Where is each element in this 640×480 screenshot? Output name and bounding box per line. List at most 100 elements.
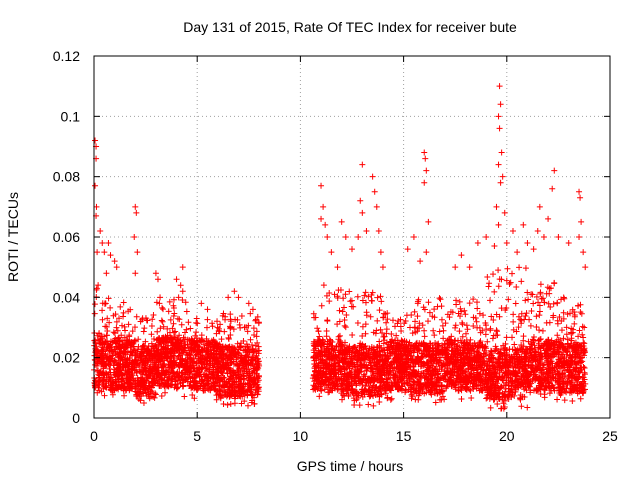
roti-point bbox=[474, 319, 480, 325]
roti-point bbox=[384, 326, 390, 332]
roti-point bbox=[149, 323, 155, 329]
roti-point bbox=[377, 307, 383, 313]
roti-point bbox=[441, 396, 447, 402]
roti-point bbox=[245, 403, 251, 409]
roti-point bbox=[491, 289, 497, 295]
roti-point bbox=[232, 400, 238, 406]
roti-point bbox=[347, 298, 353, 304]
roti-point bbox=[378, 298, 384, 304]
roti-point bbox=[509, 334, 515, 340]
roti-point bbox=[522, 297, 528, 303]
roti-point bbox=[521, 333, 527, 339]
roti-point bbox=[536, 312, 542, 318]
roti-point bbox=[324, 328, 330, 334]
roti-point bbox=[374, 318, 380, 324]
roti-point bbox=[456, 328, 462, 334]
roti-point bbox=[253, 343, 259, 349]
roti-point bbox=[383, 320, 389, 326]
roti-point bbox=[510, 319, 516, 325]
roti-point bbox=[421, 328, 427, 334]
roti-point bbox=[365, 402, 371, 408]
roti-point bbox=[199, 332, 205, 338]
roti-point bbox=[414, 313, 420, 319]
roti-point bbox=[369, 298, 375, 304]
roti-point bbox=[431, 332, 437, 338]
roti-point bbox=[183, 327, 189, 333]
roti-point bbox=[457, 299, 463, 305]
roti-point bbox=[513, 301, 519, 307]
roti-point bbox=[474, 305, 480, 311]
roti-point bbox=[117, 304, 123, 310]
roti-point bbox=[518, 278, 524, 284]
roti-point bbox=[459, 396, 465, 402]
roti-point bbox=[398, 324, 404, 330]
roti-point bbox=[528, 323, 534, 329]
roti-point bbox=[251, 332, 257, 338]
roti-point bbox=[92, 311, 98, 317]
roti-point bbox=[412, 396, 418, 402]
roti-point bbox=[193, 329, 199, 335]
roti-point bbox=[468, 395, 474, 401]
roti-point bbox=[251, 325, 257, 331]
roti-point bbox=[159, 318, 165, 324]
roti-point bbox=[378, 293, 384, 299]
roti-point bbox=[228, 401, 234, 407]
roti-point bbox=[314, 325, 320, 331]
roti-point bbox=[430, 328, 436, 334]
roti-point bbox=[182, 330, 188, 336]
roti-point bbox=[537, 308, 543, 314]
roti-point bbox=[342, 323, 348, 329]
roti-point bbox=[162, 390, 168, 396]
roti-point bbox=[99, 307, 105, 313]
roti-point bbox=[149, 316, 155, 322]
roti-point bbox=[453, 297, 459, 303]
roti-point bbox=[480, 312, 486, 318]
roti-point bbox=[106, 295, 112, 301]
roti-point bbox=[470, 296, 476, 302]
roti-point bbox=[254, 340, 260, 346]
roti-point bbox=[380, 334, 386, 340]
roti-point bbox=[412, 309, 418, 315]
roti-point bbox=[113, 325, 119, 331]
roti-point bbox=[437, 328, 443, 334]
roti-point bbox=[544, 320, 550, 326]
roti-point bbox=[496, 283, 502, 289]
roti-point bbox=[351, 402, 357, 408]
roti-point bbox=[168, 317, 174, 323]
roti-point bbox=[490, 271, 496, 277]
roti-point bbox=[364, 309, 370, 315]
roti-point bbox=[440, 323, 446, 329]
roti-point bbox=[523, 265, 529, 271]
roti-point bbox=[504, 266, 510, 272]
roti-point bbox=[357, 402, 363, 408]
roti-point bbox=[540, 295, 546, 301]
roti-point bbox=[462, 311, 468, 317]
roti-point bbox=[316, 334, 322, 340]
roti-point bbox=[494, 328, 500, 334]
roti-point bbox=[346, 289, 352, 295]
roti-point bbox=[378, 327, 384, 333]
roti-point bbox=[516, 264, 522, 270]
roti-point bbox=[102, 393, 108, 399]
roti-point bbox=[425, 318, 431, 324]
roti-point bbox=[526, 317, 532, 323]
roti-point bbox=[194, 316, 200, 322]
roti-point bbox=[171, 321, 177, 327]
roti-point bbox=[316, 328, 322, 334]
roti-point bbox=[460, 321, 466, 327]
roti-point bbox=[538, 281, 544, 287]
roti-point bbox=[204, 325, 210, 331]
roti-point bbox=[441, 328, 447, 334]
roti-point bbox=[247, 311, 253, 317]
roti-point bbox=[368, 314, 374, 320]
roti-point bbox=[349, 303, 355, 309]
roti-point bbox=[245, 328, 251, 334]
roti-point bbox=[166, 308, 172, 314]
roti-point bbox=[181, 394, 187, 400]
roti-point bbox=[107, 305, 113, 311]
roti-point bbox=[172, 328, 178, 334]
roti-point bbox=[439, 303, 445, 309]
roti-point bbox=[141, 325, 147, 331]
roti-point bbox=[484, 274, 490, 280]
roti-point bbox=[355, 320, 361, 326]
